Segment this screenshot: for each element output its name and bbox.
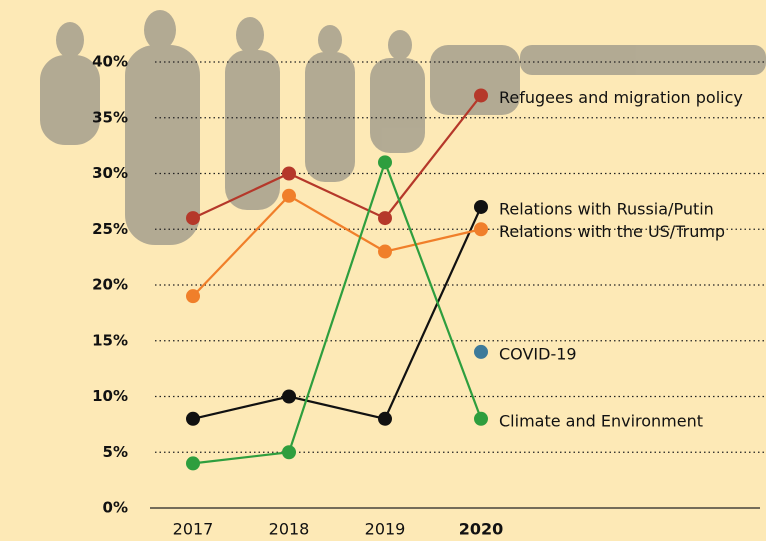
y-tick-label: 25%: [92, 220, 128, 238]
data-point: [282, 445, 296, 460]
data-point: [474, 88, 488, 103]
data-point: [186, 456, 200, 471]
y-tick-label: 5%: [103, 443, 128, 461]
y-tick-label: 15%: [92, 331, 128, 349]
y-tick-label: 0%: [103, 499, 128, 517]
data-point: [378, 155, 392, 170]
series-line: [192, 206, 483, 421]
x-tick-label: 2020: [459, 520, 504, 539]
data-point: [474, 222, 488, 237]
data-point: [186, 211, 200, 226]
legend-label: Relations with the US/Trump: [499, 222, 725, 241]
series-line: [192, 159, 483, 465]
x-tick-label: 2018: [269, 520, 310, 539]
data-point: [186, 289, 200, 304]
series-line: [192, 194, 482, 297]
data-point: [378, 244, 392, 259]
y-tick-label: 10%: [92, 387, 128, 405]
x-tick-label: 2019: [365, 520, 406, 539]
y-tick-label: 40%: [92, 53, 128, 71]
y-tick-label: 30%: [92, 164, 128, 182]
legend-label: COVID-19: [499, 344, 577, 363]
x-tick-label: 2017: [173, 520, 214, 539]
data-point: [378, 411, 392, 426]
legend-label: Climate and Environment: [499, 411, 703, 430]
data-point: [282, 166, 296, 181]
y-tick-label: 20%: [92, 276, 128, 294]
legend-label: Refugees and migration policy: [499, 88, 743, 107]
data-point: [186, 411, 200, 426]
data-point: [474, 344, 488, 359]
data-point: [474, 411, 488, 426]
data-point: [378, 211, 392, 226]
y-tick-label: 35%: [92, 108, 128, 126]
data-point: [474, 199, 488, 214]
data-point: [282, 188, 296, 203]
series-line: [192, 94, 482, 220]
legend-label: Relations with Russia/Putin: [499, 199, 714, 218]
data-point: [282, 389, 296, 404]
